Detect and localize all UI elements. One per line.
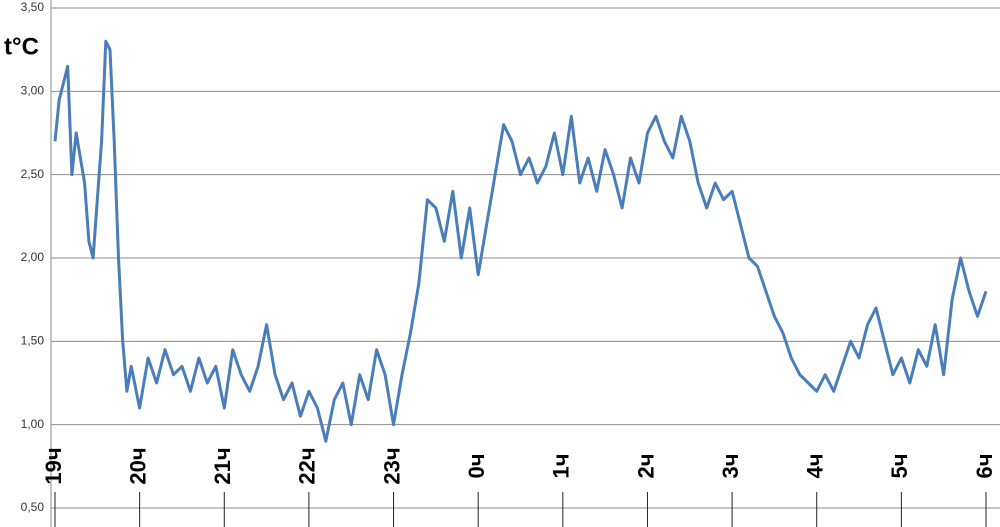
x-tick-label: 0ч xyxy=(464,453,489,478)
x-tick-label: 5ч xyxy=(887,453,912,478)
x-tick-label: 2ч xyxy=(633,453,658,478)
y-tick-label: 3,00 xyxy=(21,84,45,98)
x-tick-label: 19ч xyxy=(41,447,66,484)
x-tick-label: 3ч xyxy=(718,453,743,478)
y-tick-label: 0,50 xyxy=(21,500,45,514)
x-tick-label: 22ч xyxy=(295,447,320,484)
x-tick-label: 6ч xyxy=(972,453,997,478)
x-tick-label: 21ч xyxy=(210,447,235,484)
y-tick-label: 2,50 xyxy=(21,167,45,181)
x-tick-label: 1ч xyxy=(549,453,574,478)
x-tick-label: 20ч xyxy=(125,447,150,484)
y-tick-label: 1,50 xyxy=(21,334,45,348)
x-tick-label: 4ч xyxy=(803,453,828,478)
y-tick-label: 3,50 xyxy=(21,0,45,14)
y-tick-label: 2,00 xyxy=(21,250,45,264)
y-axis-label: t°C xyxy=(4,33,39,60)
x-tick-label: 23ч xyxy=(379,447,404,484)
data-line xyxy=(53,39,988,443)
y-tick-label: 1,00 xyxy=(21,417,45,431)
